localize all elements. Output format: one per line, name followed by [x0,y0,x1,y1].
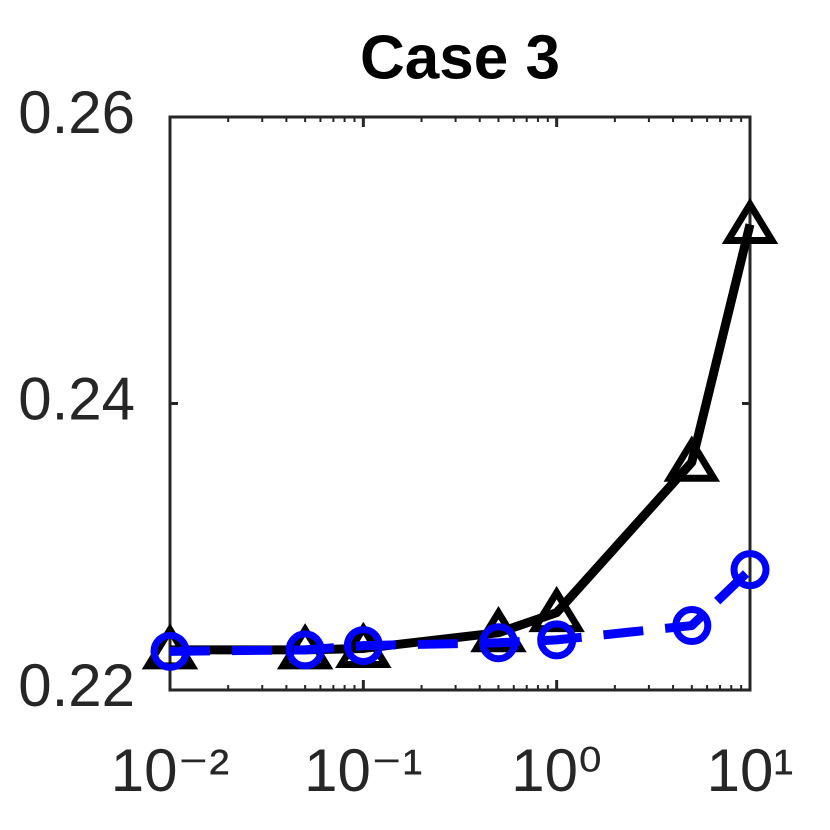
y-tick-label: 0.24 [18,365,135,432]
x-tick-label: 10⁻¹ [304,737,422,804]
chart-title: Case 3 [360,23,560,92]
x-tick-label: 10⁰ [511,737,602,804]
marker [285,630,325,670]
plot-frame [168,115,752,692]
marker [672,606,712,646]
marker [730,550,770,590]
marker [537,620,577,660]
marker [528,585,585,633]
marker [721,197,779,244]
marker [478,623,518,663]
marker [343,626,383,666]
series-line [169,566,754,656]
marker [663,435,721,482]
x-tick-label: 10⁻² [111,737,229,804]
series-line [170,223,755,655]
y-tick-label: 0.26 [18,79,135,146]
x-tick-label: 10¹ [707,737,794,804]
y-tick-label: 0.22 [18,652,135,719]
marker [150,631,190,671]
